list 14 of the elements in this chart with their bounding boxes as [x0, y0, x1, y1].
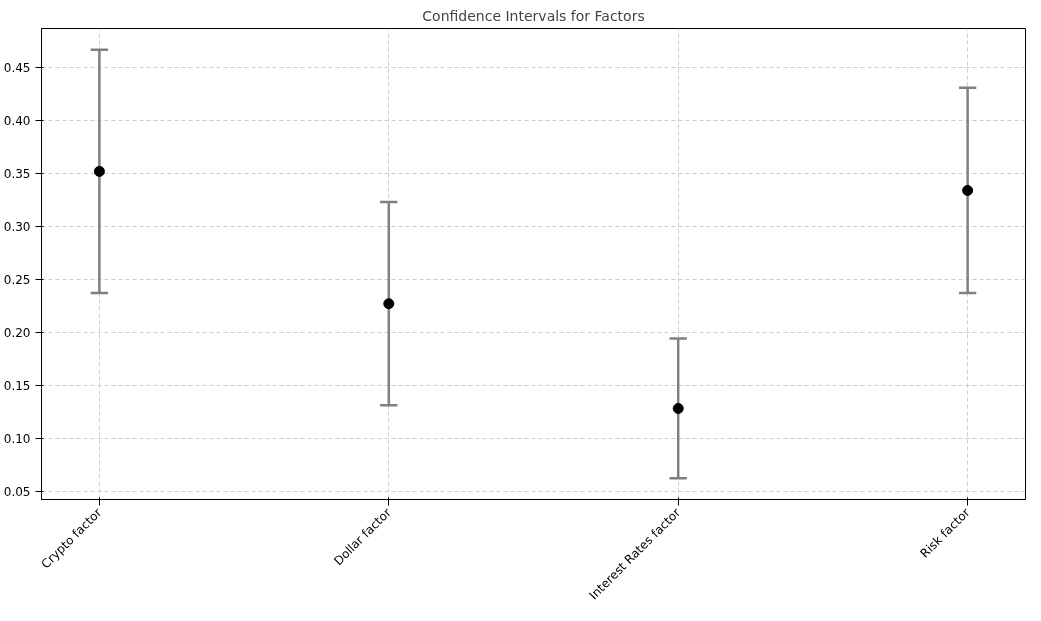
point [383, 298, 395, 310]
y-tick-label: 0.15 [3, 378, 31, 393]
y-tick-label: 0.05 [3, 484, 31, 499]
y-tick-label: 0.10 [3, 431, 31, 446]
point [93, 165, 105, 177]
point [962, 184, 974, 196]
y-tick-label: 0.30 [3, 219, 31, 234]
y-tick-label: 0.45 [3, 61, 31, 76]
y-tick-label: 0.40 [3, 114, 31, 129]
y-tick-label: 0.25 [3, 272, 31, 287]
point [672, 402, 684, 414]
y-tick-label: 0.35 [3, 167, 31, 181]
chart-title: Confidence Intervals for Factors [422, 7, 645, 24]
y-tick-label: 0.20 [3, 325, 31, 340]
